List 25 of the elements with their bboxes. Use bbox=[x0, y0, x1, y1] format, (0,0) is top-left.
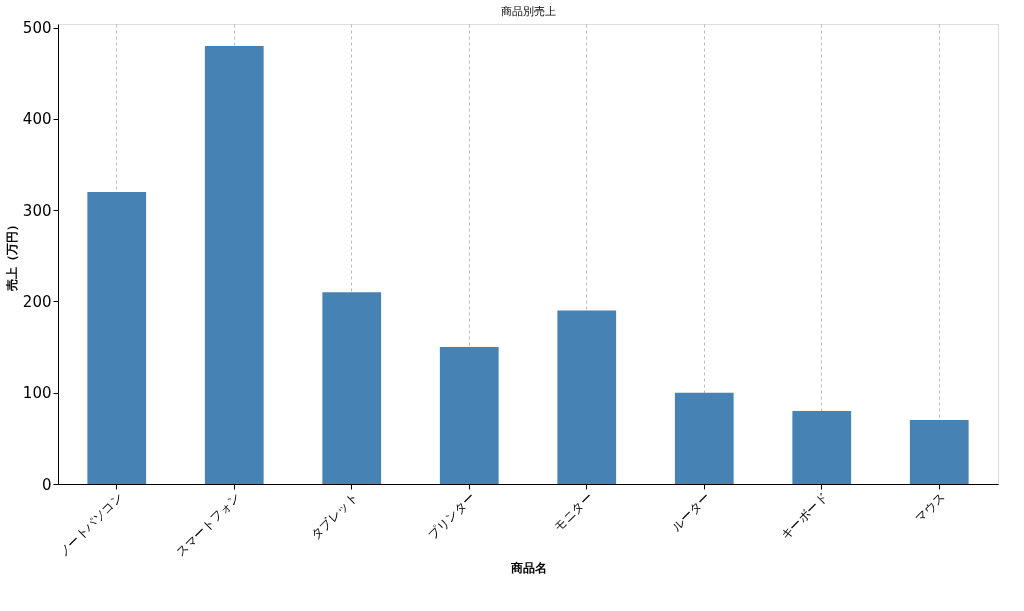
bar bbox=[909, 420, 969, 484]
chart-title: 商品別売上 bbox=[500, 4, 556, 18]
y-tick-label: 200 bbox=[22, 292, 52, 311]
x-tick-label: プリンター bbox=[425, 490, 478, 543]
bar bbox=[204, 45, 264, 484]
x-tick-label: マウス bbox=[912, 490, 948, 526]
y-axis-title: 売上（万円） bbox=[4, 218, 19, 291]
x-axis-title: 商品名 bbox=[509, 560, 547, 575]
x-tick-label: スマートフォン bbox=[173, 490, 243, 560]
bar bbox=[322, 292, 382, 484]
y-tick-label: 300 bbox=[22, 201, 52, 220]
x-tick-label: キーボード bbox=[777, 490, 831, 543]
bar bbox=[557, 310, 617, 484]
y-tick-label: 500 bbox=[22, 19, 52, 38]
bar bbox=[792, 410, 852, 484]
y-tick-label: 100 bbox=[22, 384, 52, 403]
x-tick-label: タブレット bbox=[307, 490, 361, 543]
bar bbox=[87, 191, 147, 484]
x-tick-label: モニター bbox=[551, 490, 596, 534]
x-tick-label: ルーター bbox=[668, 490, 713, 534]
bar bbox=[674, 392, 734, 484]
y-tick-label: 0 bbox=[41, 475, 52, 494]
x-tick-label: ノートパソコン bbox=[55, 490, 126, 560]
bar bbox=[439, 347, 499, 484]
y-tick-label: 400 bbox=[22, 110, 52, 129]
